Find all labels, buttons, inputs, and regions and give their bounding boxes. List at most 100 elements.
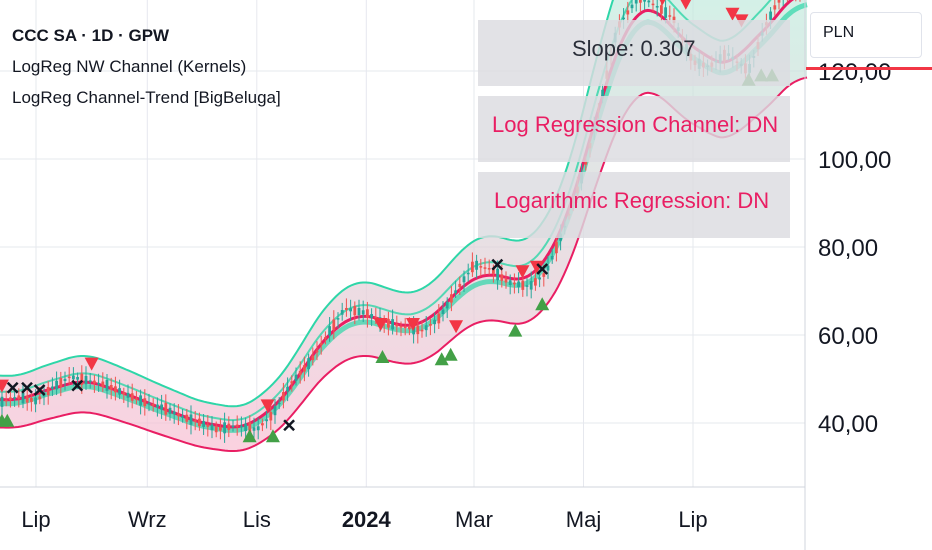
candle-body (399, 326, 403, 328)
x-tick-label: Lip (678, 507, 707, 532)
candle-body (639, 0, 642, 3)
candle-body (97, 382, 100, 385)
candle-body (139, 395, 142, 406)
candle-body (664, 7, 667, 18)
candle-body (109, 385, 113, 390)
candle-body (248, 422, 252, 434)
cross-signal-marker (283, 419, 295, 432)
candle-body (626, 10, 630, 15)
cross-stroke (21, 381, 33, 394)
candle-body (777, 0, 781, 3)
candle-body (168, 407, 172, 414)
candle-body (46, 386, 50, 396)
cross-stroke (283, 419, 295, 432)
candle-body (361, 310, 365, 315)
candle-body (59, 377, 63, 388)
buy-signal-marker (265, 429, 280, 443)
y-tick-label: 60,00 (818, 323, 878, 350)
candle-body (151, 403, 155, 406)
cross-stroke (71, 379, 84, 392)
candle-body (130, 393, 134, 401)
sell-signal-marker (680, 0, 692, 10)
candle-body (93, 380, 96, 384)
candle-body (630, 4, 634, 9)
candle-body (84, 375, 88, 385)
buy-signal-marker (0, 413, 15, 427)
candle-body (668, 15, 672, 17)
last-price-line (806, 67, 932, 70)
cross-stroke (491, 258, 504, 271)
candle-body (101, 381, 105, 387)
buy-signal-marker (242, 429, 257, 443)
candle-body (114, 386, 117, 393)
candle-body (252, 427, 256, 431)
y-tick-label: 80,00 (818, 235, 878, 262)
candle-body (256, 426, 260, 431)
sell-signal-marker (373, 318, 388, 331)
x-tick-label: Wrz (128, 507, 167, 532)
candle-body (357, 308, 361, 316)
candle-body (420, 329, 424, 332)
candle-body (4, 399, 8, 402)
candle-body (345, 307, 348, 310)
candle-body (219, 427, 222, 431)
candle-body (202, 421, 205, 427)
buy-signal-marker (508, 323, 523, 337)
candle-body (286, 386, 289, 392)
candle-body (298, 370, 302, 376)
sell-signal-marker (84, 357, 99, 371)
candle-body (265, 419, 268, 422)
candle-body (185, 414, 189, 422)
candle-body (416, 325, 420, 335)
candle-body (403, 326, 407, 329)
chart-legend: CCC SA · 1D · GPW LogReg NW Channel (Ker… (12, 20, 281, 113)
candle-body (387, 318, 390, 328)
candle-body (651, 3, 655, 6)
candle-body (172, 411, 176, 415)
candle-body (441, 309, 445, 315)
candle-body (328, 326, 331, 336)
candle-body (67, 376, 71, 379)
cross-signal-marker (536, 263, 549, 275)
candle-body (349, 308, 352, 312)
candle-body (311, 355, 315, 361)
candle-body (13, 397, 16, 399)
candle-body (546, 265, 550, 271)
candle-body (30, 398, 33, 402)
candle-body (450, 294, 453, 303)
candle-body (118, 388, 121, 395)
candle-body (9, 397, 12, 401)
log-regression-channel-box: Log Regression Channel: DN (478, 96, 790, 162)
candle-body (55, 380, 58, 390)
candle-body (0, 396, 4, 407)
candle-body (395, 324, 399, 327)
candle-body (634, 0, 638, 4)
candle-body (584, 160, 588, 165)
logarithmic-regression-text: Logarithmic Regression: DN (494, 188, 770, 213)
candle-body (429, 323, 432, 326)
candle-body (181, 416, 184, 418)
indicator-label-nw-channel[interactable]: LogReg NW Channel (Kernels) (12, 57, 247, 76)
cross-stroke (33, 384, 46, 396)
candle-body (529, 281, 533, 290)
axes: 40,00 60,00 80,00 100,00 120,00 Lip Wrz Lis 2024… (0, 0, 891, 550)
candle-body (462, 276, 466, 283)
currency-label[interactable]: PLN (810, 12, 922, 58)
candle-body (475, 260, 478, 270)
candle-body (517, 281, 520, 288)
candle-body (391, 319, 394, 330)
cross-signal-marker (491, 258, 504, 271)
candle-body (135, 398, 138, 400)
candle-body (513, 282, 516, 285)
candle-body (231, 425, 235, 428)
sell-signal-marker (659, 0, 666, 6)
sell-signal-marker (0, 379, 9, 393)
candle-body (672, 16, 676, 24)
symbol-title[interactable]: CCC SA · 1D · GPW (12, 26, 170, 45)
candle-body (483, 267, 487, 269)
candle-body (332, 319, 336, 330)
cross-signal-marker (21, 381, 33, 394)
candle-body (471, 261, 474, 273)
candle-body (521, 280, 525, 290)
indicator-label-channel-trend[interactable]: LogReg Channel-Trend [BigBeluga] (12, 88, 281, 107)
